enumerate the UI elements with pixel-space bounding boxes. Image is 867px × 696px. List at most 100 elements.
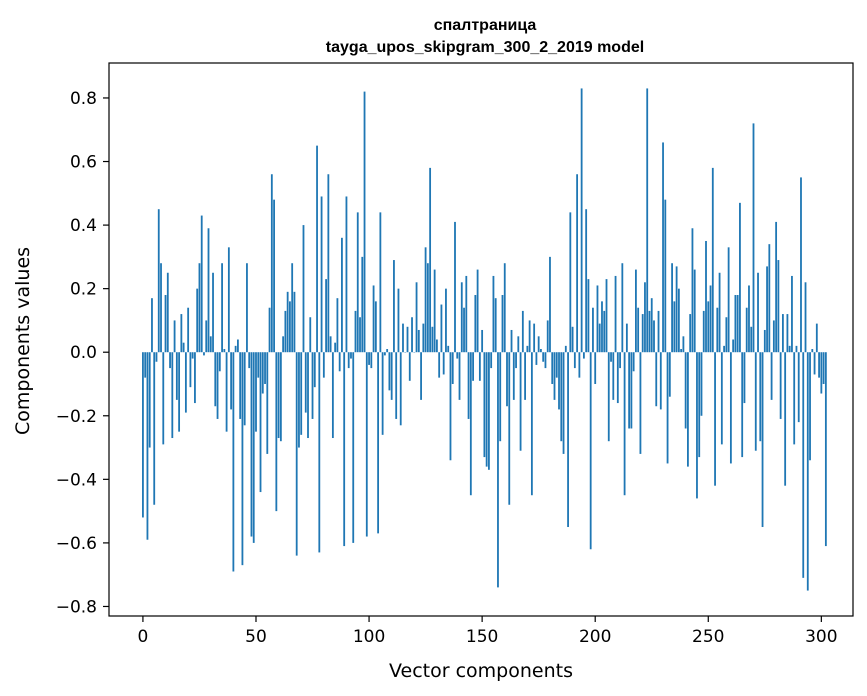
bar-241: [687, 352, 689, 467]
bar-72: [304, 352, 307, 413]
plot-frame: [108, 62, 854, 617]
bar-65: [289, 301, 291, 353]
bar-248: [702, 310, 705, 353]
bar-204: [603, 310, 606, 353]
bar-96: [359, 317, 361, 353]
bar-126: [426, 263, 429, 353]
bar-91: [347, 352, 350, 369]
x-tick-label: 150: [466, 627, 498, 647]
bar-261: [732, 339, 735, 353]
bar-59: [275, 352, 278, 512]
bar-106: [381, 352, 384, 435]
bar-198: [589, 352, 592, 550]
bar-158: [499, 352, 502, 442]
bar-26: [200, 215, 203, 353]
bar-150: [481, 329, 484, 353]
bar-78: [318, 352, 321, 553]
bar-46: [246, 263, 248, 353]
bar-34: [218, 352, 221, 372]
bar-136: [449, 352, 452, 461]
bar-21: [189, 352, 192, 388]
bar-297: [813, 352, 816, 375]
bar-219: [637, 307, 640, 353]
bar-20: [187, 307, 190, 353]
bar-49: [252, 352, 255, 543]
x-axis: 0 50 100 150 200 250 300: [138, 616, 838, 647]
bar-162: [508, 352, 511, 505]
bar-112: [395, 352, 398, 419]
bar-294: [806, 352, 809, 591]
y-tick-label: 0.0: [70, 343, 97, 363]
bar-186: [562, 352, 565, 454]
bar-180: [549, 256, 551, 353]
chart-title-line-2: tayga_upos_skipgram_300_2_2019 model: [326, 39, 644, 56]
bar-119: [411, 317, 413, 353]
bar-109: [388, 352, 391, 391]
bar-240: [684, 352, 687, 429]
bar-134: [445, 288, 447, 353]
bar-124: [422, 323, 425, 353]
bar-226: [653, 320, 655, 353]
bar-82: [327, 174, 330, 353]
bar-302: [824, 352, 827, 547]
bar-48: [250, 352, 253, 537]
bar-39: [230, 352, 233, 410]
bar-290: [797, 352, 800, 423]
bar-233: [668, 352, 671, 397]
bar-264: [739, 202, 741, 353]
y-tick-label: −0.6: [56, 534, 97, 554]
bar-153: [488, 352, 490, 470]
bar-222: [644, 282, 646, 353]
bar-267: [745, 307, 748, 353]
bar-52: [259, 352, 262, 493]
bar-99: [365, 352, 368, 537]
bar-217: [632, 352, 635, 372]
bar-30: [209, 336, 212, 353]
bar-36: [223, 349, 226, 353]
bar-193: [578, 352, 581, 378]
bar-286: [788, 345, 791, 353]
bar-76: [313, 352, 316, 388]
bar-79: [320, 196, 323, 353]
bar-101: [370, 352, 373, 369]
bar-115: [402, 323, 404, 353]
bar-70: [300, 352, 303, 435]
bar-166: [517, 336, 520, 353]
bar-171: [528, 320, 531, 353]
bar-201: [596, 285, 599, 353]
bar-143: [465, 275, 468, 353]
bar-140: [458, 352, 461, 400]
bar-84: [331, 352, 334, 439]
bars-group: [142, 88, 827, 591]
bar-154: [490, 352, 493, 369]
bar-268: [748, 285, 750, 353]
bar-277: [768, 244, 771, 353]
bar-291: [800, 177, 802, 353]
bar-8: [160, 263, 162, 353]
bar-258: [725, 317, 728, 353]
bar-100: [368, 352, 370, 365]
bar-22: [191, 352, 194, 359]
bar-205: [605, 279, 608, 353]
bar-163: [510, 329, 513, 353]
bar-68: [295, 352, 298, 556]
bar-125: [424, 247, 427, 353]
bar-63: [284, 310, 287, 353]
bar-57: [270, 174, 273, 353]
bar-285: [786, 314, 789, 353]
bar-214: [625, 323, 628, 353]
bar-40: [232, 352, 235, 572]
bar-299: [818, 352, 820, 378]
bar-236: [675, 266, 678, 353]
bar-87: [338, 352, 341, 372]
bar-273: [759, 352, 762, 442]
bar-293: [804, 282, 807, 353]
bar-88: [341, 237, 343, 353]
bar-145: [469, 352, 472, 496]
bar-151: [483, 352, 486, 458]
bar-271: [754, 352, 757, 451]
x-tick-label: 250: [692, 627, 724, 647]
bar-174: [535, 352, 538, 365]
bar-75: [311, 352, 314, 419]
bar-98: [363, 91, 366, 353]
